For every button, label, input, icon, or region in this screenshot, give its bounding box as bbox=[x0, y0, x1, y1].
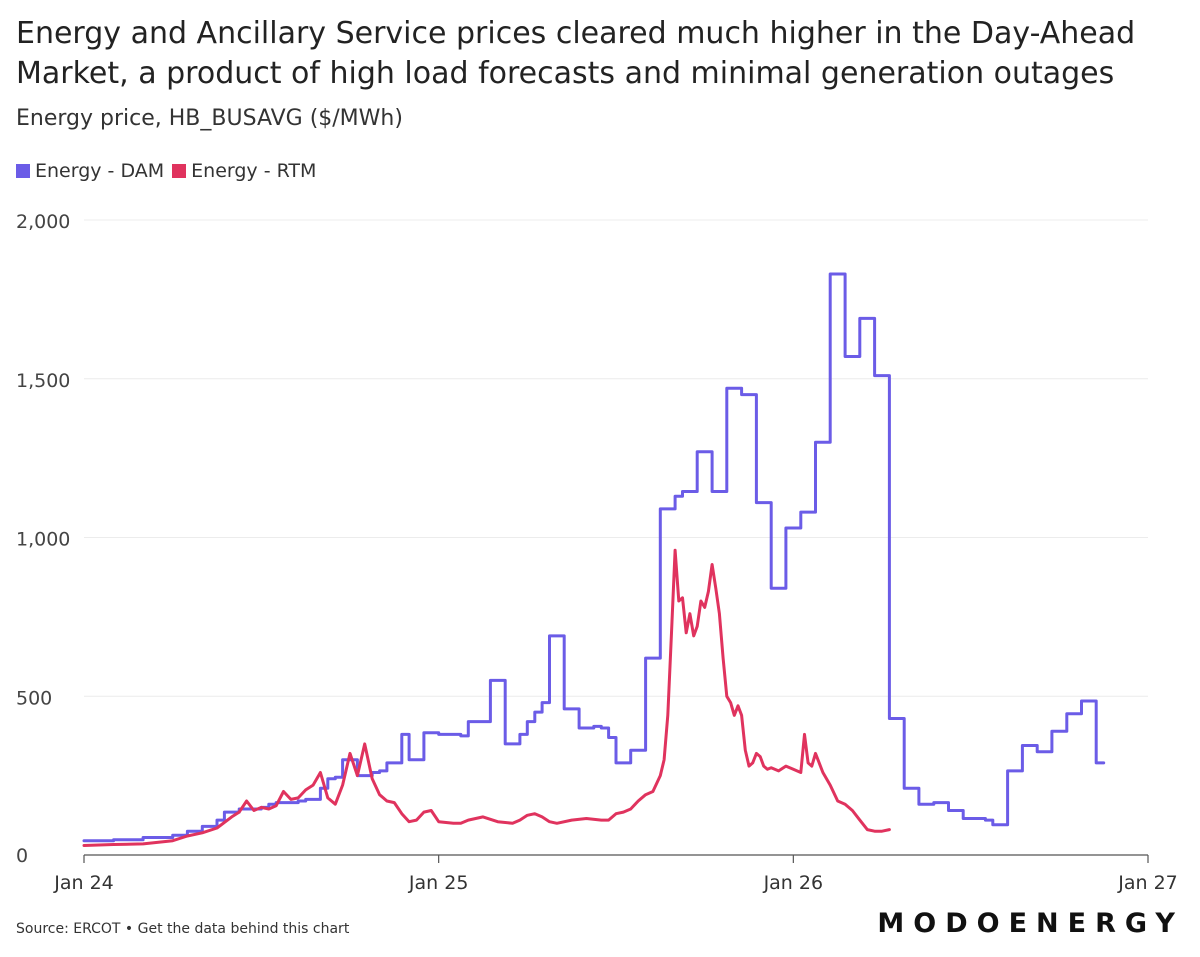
source-note: Source: ERCOT • Get the data behind this… bbox=[16, 921, 350, 937]
legend-swatch-dam bbox=[16, 164, 30, 178]
x-tick-label: Jan 26 bbox=[763, 872, 824, 894]
legend-item-rtm: Energy - RTM bbox=[172, 160, 316, 182]
legend: Energy - DAM Energy - RTM bbox=[16, 160, 324, 182]
x-tick-label: Jan 27 bbox=[1117, 872, 1178, 894]
legend-swatch-rtm bbox=[172, 164, 187, 178]
legend-label-dam: Energy - DAM bbox=[35, 160, 165, 182]
line-chart: 0 500 1,000 1,500 2,000 Jan 24 Jan 25 Jan 26 Jan… bbox=[16, 211, 1178, 894]
y-tick-label: 2,000 bbox=[16, 211, 70, 233]
legend-label-rtm: Energy - RTM bbox=[191, 160, 317, 182]
y-tick-label: 1,000 bbox=[16, 529, 70, 551]
series-line-rtm bbox=[82, 548, 891, 847]
y-tick-label: 500 bbox=[16, 687, 52, 709]
x-tick-label: Jan 24 bbox=[53, 872, 114, 894]
legend-item-dam: Energy - DAM bbox=[16, 160, 164, 182]
x-tick-label: Jan 25 bbox=[408, 872, 469, 894]
chart-subtitle: Energy price, HB_BUSAVG ($/MWh) bbox=[16, 106, 403, 131]
y-tick-label: 1,500 bbox=[16, 370, 70, 392]
y-tick-label: 0 bbox=[16, 845, 28, 867]
series-line-dam bbox=[82, 272, 1106, 843]
brand-logo: MODOENERGY bbox=[877, 908, 1184, 939]
chart-title: Energy and Ancillary Service prices clea… bbox=[16, 16, 1136, 91]
